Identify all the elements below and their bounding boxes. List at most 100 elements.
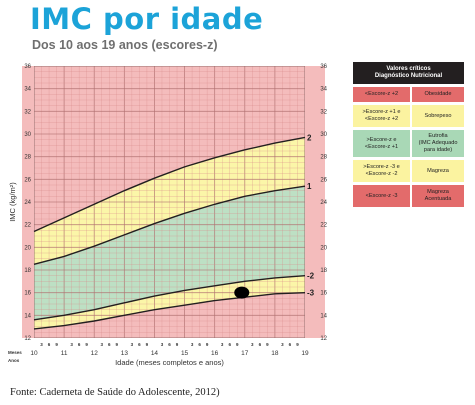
legend-range-cell: >Escore-z -3 e <Escore-z -2 <box>353 160 410 182</box>
month-tick-label: 3 <box>251 342 254 347</box>
y-tick-label-right: 32 <box>320 109 327 115</box>
month-tick-label: 6 <box>289 342 292 347</box>
legend-text: (IMC Adequado <box>418 140 458 146</box>
legend-text: <Escore-z +1 <box>364 143 399 150</box>
legend-range-cell: >Escore-z e <Escore-z +1 <box>353 130 410 157</box>
x-tick-label: 14 <box>151 350 159 357</box>
legend-text: >Escore-z +1 e <box>362 109 401 116</box>
legend-diagnosis-cell: Obesidade <box>412 87 464 102</box>
legend-text: <Escore-z -3 <box>365 192 398 199</box>
x-tick-label: 10 <box>30 350 38 357</box>
month-tick-label: 3 <box>100 342 103 347</box>
month-tick-label: 9 <box>296 342 299 347</box>
zscore-curve <box>33 136 306 233</box>
y-tick-label-right: 12 <box>320 336 327 342</box>
data-point-marker <box>234 286 250 299</box>
years-axis-label: Anos <box>8 358 20 363</box>
legend-text: <Escore-z +2 <box>364 116 399 122</box>
legend-diagnosis-cell: Eutrofia (IMC Adequado para idade) <box>412 130 464 157</box>
month-tick-label: 9 <box>236 342 239 347</box>
zscore-curve <box>33 291 306 330</box>
legend-row: <Escore-z -3 Magreza Acentuada <box>353 185 464 207</box>
y-tick-label-left: 12 <box>24 336 31 342</box>
legend-text: Acentuada <box>424 196 452 202</box>
legend-header-line2: Diagnóstico Nutricional <box>374 73 443 79</box>
curve-label: -2 <box>307 272 315 281</box>
left-margin-band <box>22 66 34 338</box>
y-tick-label-right: 14 <box>320 313 327 319</box>
legend-text: Sobrepeso <box>424 112 452 119</box>
x-tick-label: 17 <box>241 350 249 357</box>
bmi-chart: 2 1 -2 -3 12 12 14 14 16 16 18 18 20 20 22 22 24 24 26 26 28… <box>8 64 328 367</box>
y-tick-label-right: 24 <box>320 200 327 206</box>
curve-label: -3 <box>307 289 315 298</box>
curve-label: 2 <box>307 133 312 142</box>
legend-text: Magreza <box>427 189 449 196</box>
months-axis-label: Meses <box>8 350 22 355</box>
legend-diagnosis-cell: Sobrepeso <box>412 105 464 127</box>
y-tick-label-right: 16 <box>320 291 327 297</box>
legend-text: >Escore-z -3 e <box>363 164 400 171</box>
legend-row: >Escore-z e <Escore-z +1 Eutrofia (IMC Adeq… <box>353 130 464 157</box>
month-tick-label: 9 <box>116 342 119 347</box>
y-tick-label-left: 20 <box>24 245 31 251</box>
zscore-curve <box>33 274 306 321</box>
y-tick-label-left: 18 <box>24 268 31 274</box>
y-tick-label-left: 26 <box>24 177 31 183</box>
x-tick-label: 16 <box>211 350 219 357</box>
legend-text: <Escore-z -2 <box>365 171 398 177</box>
legend-row: <Escore-z +2 Obesidade <box>353 87 464 102</box>
y-tick-label-left: 24 <box>24 200 31 206</box>
x-tick-label: 11 <box>61 350 68 357</box>
legend-header: Valores críticos Diagnóstico Nutricional <box>353 62 464 84</box>
y-tick-label-left: 34 <box>24 87 31 93</box>
month-tick-label: 9 <box>146 342 149 347</box>
legend-rows: <Escore-z +2 Obesidade >Escore-z +1 e <Esco… <box>353 87 464 207</box>
legend-range-cell: <Escore-z +2 <box>353 87 410 102</box>
y-tick-label-left: 30 <box>24 132 31 138</box>
month-tick-label: 9 <box>85 342 88 347</box>
y-tick-label-left: 36 <box>24 64 31 70</box>
legend-text: >Escore-z e <box>366 136 397 143</box>
month-tick-label: 9 <box>55 342 58 347</box>
month-tick-label: 3 <box>40 342 43 347</box>
month-tick-label: 9 <box>266 342 269 347</box>
legend-row: >Escore-z -3 e <Escore-z -2 Magreza <box>353 160 464 182</box>
month-tick-label: 6 <box>198 342 201 347</box>
legend-diagnosis-cell: Magreza Acentuada <box>412 185 464 207</box>
month-tick-label: 3 <box>191 342 194 347</box>
month-tick-label: 9 <box>206 342 209 347</box>
legend-text: Eutrofia <box>428 133 448 140</box>
right-margin-band <box>305 66 325 338</box>
legend-range-cell: >Escore-z +1 e <Escore-z +2 <box>353 105 410 127</box>
y-tick-label-left: 22 <box>24 223 31 229</box>
x-tick-label: 12 <box>91 350 99 357</box>
y-tick-label-left: 28 <box>24 155 31 161</box>
x-axis-label: Idade (meses completos e anos) <box>115 358 224 367</box>
x-tick-label: 13 <box>121 350 129 357</box>
x-tick-label: 19 <box>301 350 309 357</box>
month-tick-label: 6 <box>78 342 81 347</box>
legend-table: Valores críticos Diagnóstico Nutricional… <box>353 62 464 207</box>
chart-curves <box>33 136 306 330</box>
legend-text: <Escore-z +2 <box>364 91 399 97</box>
legend-range-cell: <Escore-z -3 <box>353 185 410 207</box>
y-tick-label-left: 32 <box>24 109 31 115</box>
chart-labels: 2 1 -2 -3 12 12 14 14 16 16 18 18 20 20 22 22 24 24 26 26 28… <box>8 64 328 367</box>
month-tick-label: 3 <box>70 342 73 347</box>
y-tick-label-right: 36 <box>320 64 327 70</box>
y-tick-label-left: 14 <box>24 313 31 319</box>
month-tick-label: 6 <box>138 342 141 347</box>
month-tick-label: 3 <box>131 342 134 347</box>
month-tick-label: 6 <box>168 342 171 347</box>
legend-diagnosis-cell: Magreza <box>412 160 464 182</box>
legend-header-line1: Valores críticos <box>386 65 431 72</box>
curve-label: 1 <box>307 182 312 191</box>
page-subtitle: Dos 10 aos 19 anos (escores-z) <box>32 38 218 52</box>
legend-text: Obesidade <box>424 91 452 97</box>
source-caption: Fonte: Caderneta de Saúde do Adolescente… <box>10 387 220 398</box>
x-tick-label: 18 <box>271 350 279 357</box>
y-tick-label-right: 18 <box>320 268 327 274</box>
legend-text: para idade) <box>423 146 453 153</box>
month-tick-label: 6 <box>259 342 262 347</box>
